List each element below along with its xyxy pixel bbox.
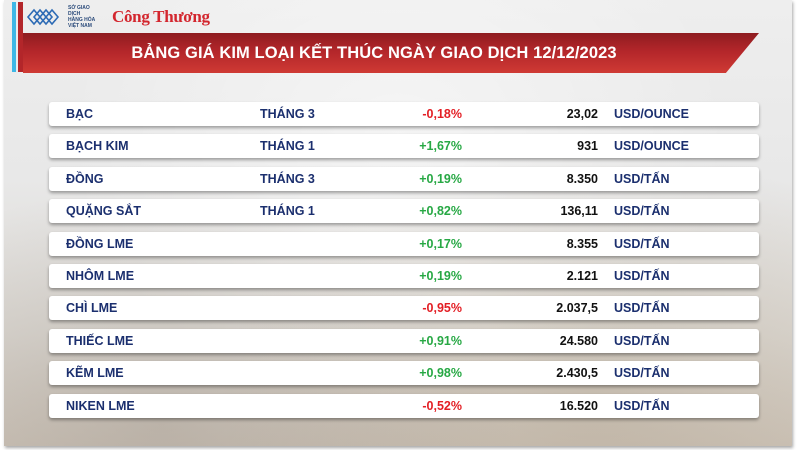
metal-name: QUẶNG SẮT bbox=[66, 204, 141, 219]
price-unit: USD/TẤN bbox=[614, 204, 670, 219]
price-value: 931 bbox=[577, 139, 598, 154]
metal-name: BẠCH KIM bbox=[66, 139, 129, 154]
table-row: BẠCH KIM THÁNG 1 +1,67% 931 USD/OUNCE bbox=[49, 134, 759, 159]
price-change: +0,19% bbox=[419, 171, 462, 186]
table-row: ĐỒNG LME +0,17% 8.355 USD/TẤN bbox=[49, 231, 759, 256]
price-change: +0,19% bbox=[419, 268, 462, 283]
metal-name: CHÌ LME bbox=[66, 301, 118, 316]
table-row: ĐỒNG THÁNG 3 +0,19% 8.350 USD/TẤN bbox=[49, 166, 759, 191]
metal-name: ĐỒNG LME bbox=[66, 236, 134, 251]
table-row: NIKEN LME -0,52% 16.520 USD/TẤN bbox=[49, 393, 759, 418]
price-unit: USD/TẤN bbox=[614, 236, 670, 251]
price-change: +0,82% bbox=[419, 204, 462, 219]
contract-month: THÁNG 1 bbox=[260, 139, 315, 154]
metal-name: BẠC bbox=[66, 107, 94, 121]
contract-month: THÁNG 3 bbox=[260, 107, 315, 121]
price-unit: USD/OUNCE bbox=[614, 107, 690, 121]
price-unit: USD/TẤN bbox=[614, 171, 670, 186]
price-value: 2.037,5 bbox=[556, 301, 598, 316]
table-row: NHÔM LME +0,19% 2.121 USD/TẤN bbox=[49, 263, 759, 288]
accent-stripe-red bbox=[18, 2, 23, 72]
price-change: +0,91% bbox=[419, 333, 462, 348]
table-row: THIẾC LME +0,91% 24.580 USD/TẤN bbox=[49, 328, 759, 353]
price-value: 16.520 bbox=[559, 398, 598, 413]
infographic-frame: SỞ GIAO DỊCH HÀNG HÓA VIỆT NAM Công Thươ… bbox=[4, 0, 792, 446]
price-change: -0,18% bbox=[422, 107, 462, 121]
price-value: 8.355 bbox=[566, 236, 598, 251]
price-value: 24.580 bbox=[559, 333, 598, 348]
price-change: +0,17% bbox=[419, 236, 462, 251]
price-unit: USD/TẤN bbox=[614, 268, 670, 283]
price-change: +0,98% bbox=[419, 366, 462, 381]
price-table: BẠC THÁNG 3 -0,18% 23,02 USD/OUNCE BẠCH … bbox=[49, 102, 759, 426]
metal-name: KẼM LME bbox=[66, 366, 124, 381]
table-row: BẠC THÁNG 3 -0,18% 23,02 USD/OUNCE bbox=[49, 102, 759, 126]
price-value: 136,11 bbox=[560, 204, 598, 219]
table-row: KẼM LME +0,98% 2.430,5 USD/TẤN bbox=[49, 361, 759, 386]
price-change: -0,52% bbox=[422, 398, 462, 413]
price-unit: USD/OUNCE bbox=[614, 139, 690, 154]
price-value: 2.121 bbox=[566, 268, 598, 283]
price-value: 8.350 bbox=[566, 171, 598, 186]
metal-name: THIẾC LME bbox=[66, 333, 134, 348]
table-row: QUẶNG SẮT THÁNG 1 +0,82% 136,11 USD/TẤN bbox=[49, 199, 759, 224]
metal-name: NIKEN LME bbox=[66, 398, 135, 413]
price-unit: USD/TẤN bbox=[614, 301, 670, 316]
exchange-logo-text: SỞ GIAO DỊCH HÀNG HÓA VIỆT NAM bbox=[68, 5, 96, 29]
exchange-logo-icon bbox=[26, 8, 60, 26]
brand-logo: Công Thương bbox=[112, 7, 210, 26]
price-unit: USD/TẤN bbox=[614, 398, 670, 413]
metal-name: ĐỒNG bbox=[66, 171, 104, 186]
price-value: 23,02 bbox=[566, 107, 598, 121]
price-unit: USD/TẤN bbox=[614, 333, 670, 348]
contract-month: THÁNG 1 bbox=[260, 204, 315, 219]
table-row: CHÌ LME -0,95% 2.037,5 USD/TẤN bbox=[49, 296, 759, 321]
price-change: -0,95% bbox=[422, 301, 462, 316]
metal-name: NHÔM LME bbox=[66, 268, 135, 283]
price-value: 2.430,5 bbox=[556, 366, 598, 381]
page-title: BẢNG GIÁ KIM LOẠI KẾT THÚC NGÀY GIAO DỊC… bbox=[131, 43, 617, 62]
contract-month: THÁNG 3 bbox=[260, 171, 315, 186]
price-unit: USD/TẤN bbox=[614, 366, 670, 381]
title-banner: BẢNG GIÁ KIM LOẠI KẾT THÚC NGÀY GIAO DỊC… bbox=[23, 33, 759, 73]
header-logos: SỞ GIAO DỊCH HÀNG HÓA VIỆT NAM Công Thươ… bbox=[26, 2, 210, 32]
price-change: +1,67% bbox=[419, 139, 462, 154]
accent-stripe-blue bbox=[12, 2, 16, 72]
